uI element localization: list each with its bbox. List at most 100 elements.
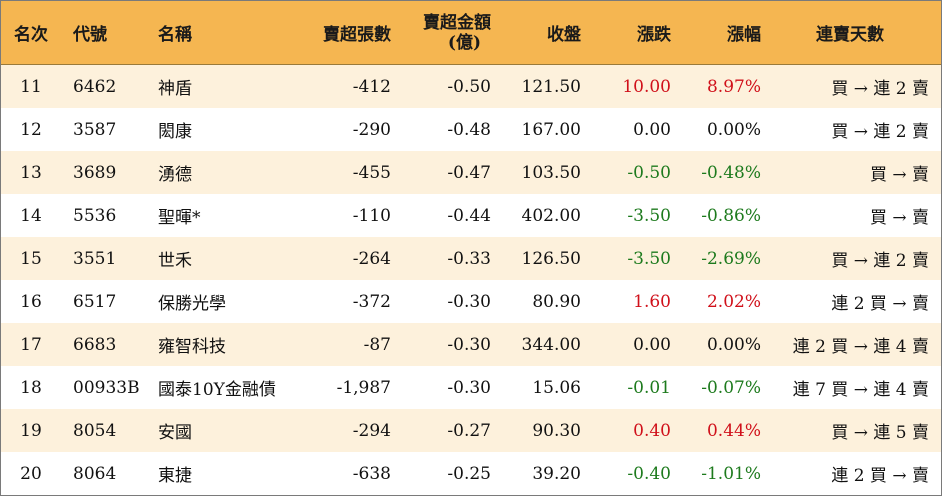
streak-cell: 買 → 連 2 賣: [831, 122, 929, 142]
rank-cell: 16: [20, 291, 42, 312]
close-cell: 167.00: [521, 119, 581, 140]
code-cell[interactable]: 8064: [73, 463, 117, 484]
table-row[interactable]: 12 3587 閎康 -290 -0.48 167.00 0.00 0.00% 買 → 連 2 …: [1, 108, 941, 151]
net-amount-cell: -0.30: [447, 377, 491, 398]
table-row[interactable]: 19 8054 安國 -294 -0.27 90.30 0.40 0.44% 買 → 連 5 賣: [1, 409, 941, 452]
net-amount-cell: -0.50: [447, 76, 491, 97]
change-cell: -0.01: [627, 377, 671, 398]
close-cell: 103.50: [521, 162, 581, 183]
name-cell[interactable]: 神盾: [158, 79, 192, 99]
close-cell: 39.20: [532, 463, 581, 484]
close-cell: 80.90: [532, 291, 581, 312]
header-code[interactable]: 代號: [73, 25, 107, 45]
name-cell[interactable]: 世禾: [158, 251, 192, 271]
net-amount-cell: -0.47: [447, 162, 491, 183]
net-lots-cell: -290: [352, 119, 391, 140]
change-pct-cell: -1.01%: [701, 463, 761, 484]
rank-cell: 13: [20, 162, 42, 183]
rank-cell: 14: [20, 205, 42, 226]
table-row[interactable]: 13 3689 湧德 -455 -0.47 103.50 -0.50 -0.48% 買 → 賣: [1, 151, 941, 194]
table-row[interactable]: 15 3551 世禾 -264 -0.33 126.50 -3.50 -2.69% 買 → 連 …: [1, 237, 941, 280]
close-cell: 344.00: [521, 334, 581, 355]
net-lots-cell: -638: [352, 463, 391, 484]
change-pct-cell: 8.97%: [706, 76, 761, 97]
net-lots-cell: -87: [363, 334, 391, 355]
code-cell[interactable]: 5536: [73, 205, 117, 226]
rank-cell: 15: [20, 248, 42, 269]
rank-cell: 12: [20, 119, 42, 140]
net-lots-cell: -264: [352, 248, 391, 269]
net-lots-cell: -372: [352, 291, 391, 312]
streak-cell: 買 → 賣: [869, 165, 929, 185]
change-pct-cell: -0.07%: [701, 377, 761, 398]
change-cell: 0.00: [633, 334, 671, 355]
name-cell[interactable]: 安國: [158, 423, 192, 443]
header-rank[interactable]: 名次: [14, 25, 48, 45]
header-close[interactable]: 收盤: [547, 25, 581, 45]
table-row[interactable]: 18 00933B 國泰10Y金融債 -1,987 -0.30 15.06 -0.01 -0.…: [1, 366, 941, 409]
name-cell[interactable]: 聖暉*: [158, 208, 201, 228]
streak-cell: 連 2 買 → 賣: [831, 294, 929, 314]
header-streak[interactable]: 連賣天數: [816, 25, 884, 45]
net-amount-cell: -0.44: [447, 205, 491, 226]
change-pct-cell: -2.69%: [701, 248, 761, 269]
rank-cell: 18: [20, 377, 42, 398]
change-pct-cell: 2.02%: [706, 291, 761, 312]
change-pct-cell: -0.86%: [701, 205, 761, 226]
header-net-lots[interactable]: 賣超張數: [323, 25, 391, 45]
streak-cell: 連 2 買 → 賣: [831, 466, 929, 486]
change-cell: 0.40: [633, 420, 671, 441]
close-cell: 402.00: [521, 205, 581, 226]
table-row[interactable]: 20 8064 東捷 -638 -0.25 39.20 -0.40 -1.01% 連 2 買 →…: [1, 452, 941, 495]
streak-cell: 買 → 賣: [869, 208, 929, 228]
change-pct-cell: 0.44%: [706, 420, 761, 441]
code-cell[interactable]: 8054: [73, 420, 117, 441]
rank-cell: 11: [20, 76, 42, 97]
header-net-amount-line2: (億): [447, 32, 481, 53]
header-name[interactable]: 名稱: [158, 25, 192, 45]
code-cell[interactable]: 6683: [73, 334, 117, 355]
table-row[interactable]: 16 6517 保勝光學 -372 -0.30 80.90 1.60 2.02% 連 2 買 →…: [1, 280, 941, 323]
change-cell: -3.50: [627, 205, 671, 226]
table-row[interactable]: 14 5536 聖暉* -110 -0.44 402.00 -3.50 -0.86% 買 → 賣: [1, 194, 941, 237]
rank-cell: 17: [20, 334, 42, 355]
name-cell[interactable]: 雍智科技: [158, 337, 226, 357]
streak-cell: 買 → 連 2 賣: [831, 251, 929, 271]
name-cell[interactable]: 國泰10Y金融債: [158, 380, 276, 400]
streak-cell: 連 7 買 → 連 4 賣: [792, 380, 929, 400]
name-cell[interactable]: 湧德: [158, 165, 192, 185]
net-lots-cell: -1,987: [336, 377, 391, 398]
code-cell[interactable]: 6462: [73, 76, 117, 97]
code-cell[interactable]: 3551: [73, 248, 117, 269]
code-cell[interactable]: 00933B: [73, 377, 140, 398]
header-net-amount-line1: 賣超金額: [423, 12, 491, 33]
net-amount-cell: -0.27: [447, 420, 491, 441]
rank-cell: 20: [20, 463, 42, 484]
net-lots-cell: -110: [352, 205, 391, 226]
header-change[interactable]: 漲跌: [637, 25, 671, 45]
name-cell[interactable]: 閎康: [158, 122, 192, 142]
net-amount-cell: -0.30: [447, 334, 491, 355]
net-amount-cell: -0.33: [447, 248, 491, 269]
change-cell: 0.00: [633, 119, 671, 140]
net-amount-cell: -0.30: [447, 291, 491, 312]
net-lots-cell: -455: [352, 162, 391, 183]
change-cell: 1.60: [633, 291, 671, 312]
header-change-pct[interactable]: 漲幅: [727, 25, 761, 45]
code-cell[interactable]: 3689: [73, 162, 117, 183]
net-lots-cell: -412: [352, 76, 391, 97]
close-cell: 90.30: [532, 420, 581, 441]
rank-cell: 19: [20, 420, 42, 441]
code-cell[interactable]: 6517: [73, 291, 117, 312]
net-amount-cell: -0.25: [447, 463, 491, 484]
table-row[interactable]: 17 6683 雍智科技 -87 -0.30 344.00 0.00 0.00% 連 2 買 →…: [1, 323, 941, 366]
name-cell[interactable]: 東捷: [158, 466, 192, 486]
change-pct-cell: 0.00%: [706, 334, 761, 355]
table-row[interactable]: 11 6462 神盾 -412 -0.50 121.50 10.00 8.97% 買 → 連 2…: [1, 65, 941, 108]
name-cell[interactable]: 保勝光學: [158, 294, 226, 314]
code-cell[interactable]: 3587: [73, 119, 117, 140]
close-cell: 15.06: [532, 377, 581, 398]
header-net-amount[interactable]: 賣超金額 (億): [396, 1, 491, 64]
change-pct-cell: -0.48%: [701, 162, 761, 183]
